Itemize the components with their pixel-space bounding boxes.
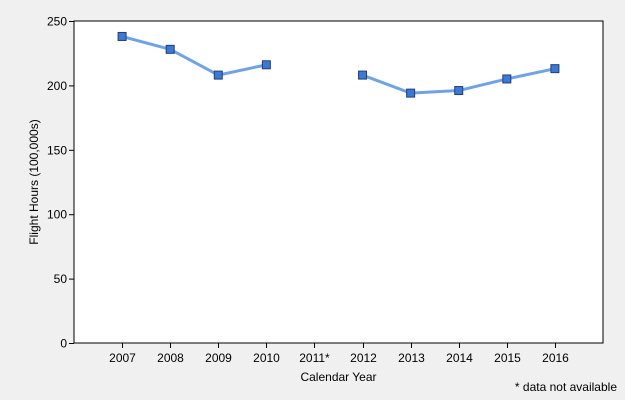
- y-tick-label: 100: [47, 208, 67, 222]
- data-point: [406, 88, 416, 98]
- x-tick-label: 2015: [494, 351, 521, 365]
- y-axis: 0 50 100 150 200 250: [47, 15, 74, 351]
- y-tick-label: 0: [60, 337, 67, 351]
- footnote: * data not available: [515, 380, 617, 394]
- data-point: [117, 31, 127, 41]
- series-line: [120, 34, 268, 77]
- x-tick-label: 2007: [109, 351, 136, 365]
- x-axis: 2007 2008 2009 2010 2011* 2012 2013 2014 2015 201…: [109, 343, 569, 365]
- data-point: [454, 86, 464, 96]
- y-axis-title: Flight Hours (100,000s): [27, 119, 41, 244]
- x-tick-label: 2010: [253, 351, 280, 365]
- x-tick-label: 2008: [157, 351, 184, 365]
- x-tick-label: 2011*: [299, 351, 330, 365]
- y-tick-label: 50: [54, 272, 68, 286]
- x-tick-label: 2016: [542, 351, 569, 365]
- data-point: [358, 70, 368, 80]
- data-point: [261, 60, 271, 70]
- x-tick-label: 2014: [446, 351, 473, 365]
- x-tick-label: 2012: [350, 351, 377, 365]
- x-tick-label: 2013: [398, 351, 425, 365]
- data-point: [165, 44, 175, 54]
- series-layer: [117, 31, 560, 98]
- data-point: [502, 74, 512, 84]
- data-point: [213, 70, 223, 80]
- plot-area: [73, 20, 604, 344]
- data-point: [550, 64, 560, 74]
- y-tick-label: 150: [47, 143, 67, 157]
- y-tick-label: 200: [47, 79, 67, 93]
- y-tick-label: 250: [47, 15, 67, 29]
- x-tick-label: 2009: [205, 351, 232, 365]
- x-axis-title: Calendar Year: [300, 370, 376, 384]
